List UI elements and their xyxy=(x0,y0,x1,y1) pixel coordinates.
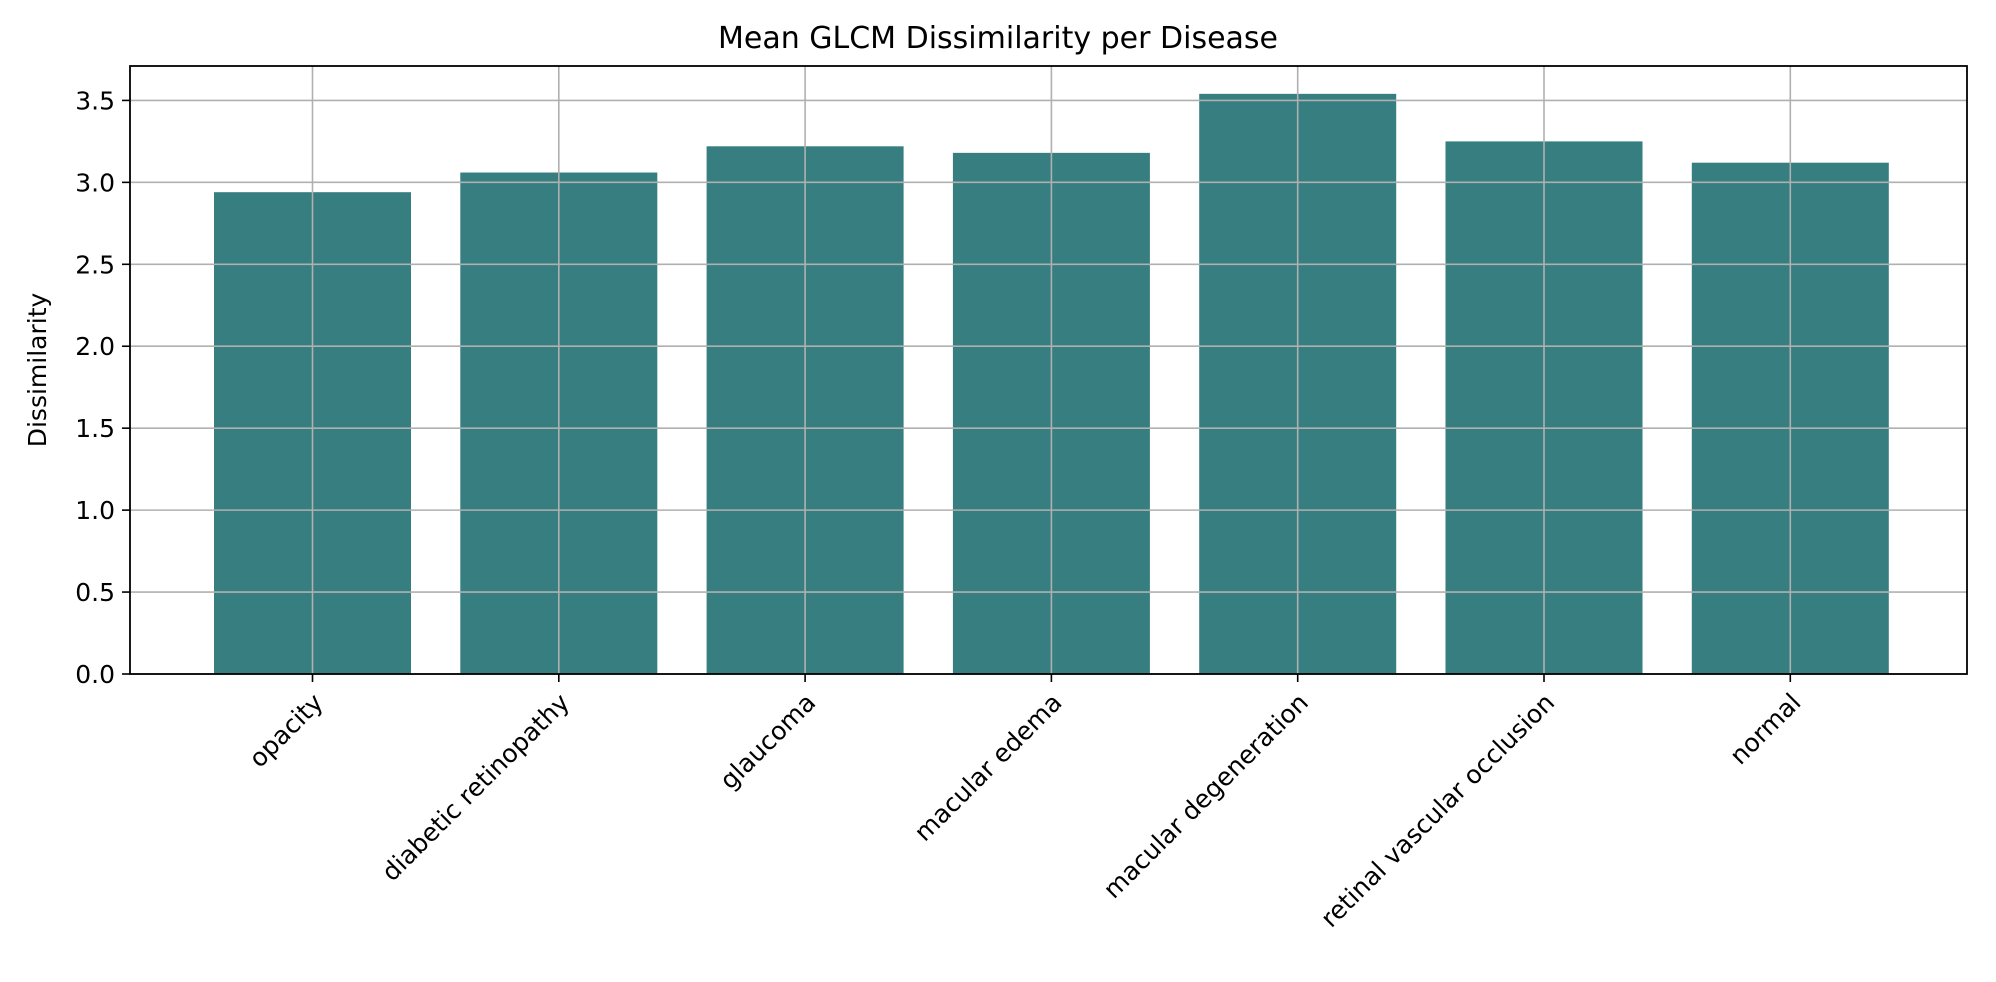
x-tick-label-1: diabetic retinopathy xyxy=(376,688,575,887)
x-tick-label-3: macular edema xyxy=(908,688,1067,847)
x-tick-label-2: glaucoma xyxy=(714,688,821,795)
plot-frame xyxy=(129,65,1968,675)
y-tick-label-7: 3.5 xyxy=(75,86,115,115)
y-tick-label-0: 0.0 xyxy=(75,660,115,689)
y-tick-label-1: 0.5 xyxy=(75,578,115,607)
y-tick-label-2: 1.0 xyxy=(75,496,115,525)
chart-title: Mean GLCM Dissimilarity per Disease xyxy=(718,21,1278,56)
y-tick-label-3: 1.5 xyxy=(75,414,115,443)
x-tick-label-6: normal xyxy=(1724,688,1806,770)
x-tick-label-5: retinal vascular occlusion xyxy=(1315,688,1560,933)
y-tick-label-4: 2.0 xyxy=(75,332,115,361)
x-tick-label-0: opacity xyxy=(243,688,329,774)
x-tick-label-4: macular degeneration xyxy=(1098,688,1314,904)
y-axis-label: Dissimilarity xyxy=(23,293,52,448)
y-tick-label-5: 2.5 xyxy=(75,250,115,279)
y-tick-label-6: 3.0 xyxy=(75,168,115,197)
